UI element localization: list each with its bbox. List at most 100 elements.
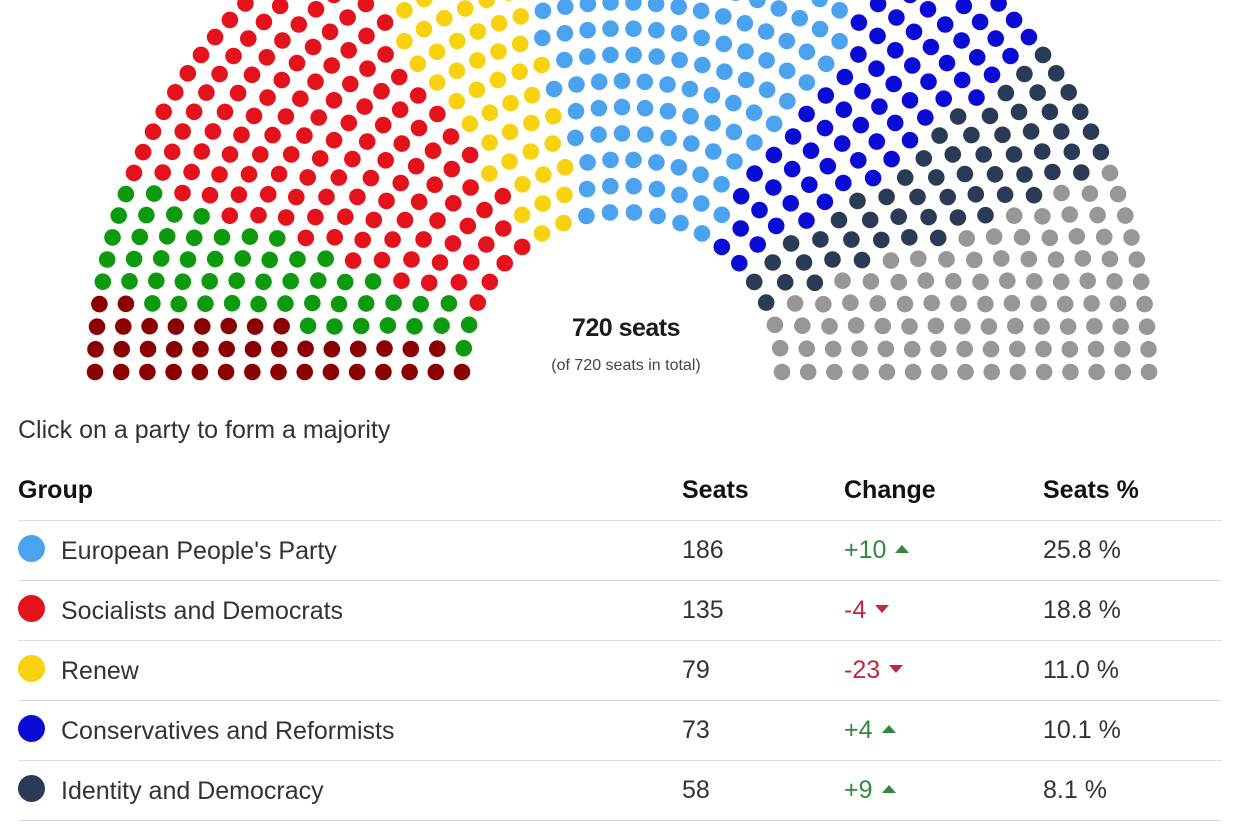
seat-dot xyxy=(1106,273,1123,290)
seat-dot xyxy=(1026,273,1043,290)
seat-dot xyxy=(770,0,788,17)
seat-dot xyxy=(1016,166,1033,183)
seat-dot xyxy=(165,341,183,358)
seat-dot xyxy=(732,187,750,205)
seat-dot xyxy=(1138,318,1156,336)
seat-dot xyxy=(555,214,572,232)
seat-dot xyxy=(983,363,1000,381)
seat-dot xyxy=(1140,341,1157,358)
seat-dot xyxy=(786,295,804,312)
seat-dot xyxy=(342,75,359,93)
seat-dot xyxy=(869,27,886,45)
seat-dot xyxy=(445,195,462,212)
seat-dot xyxy=(141,317,158,335)
change-arrow-icon xyxy=(875,605,890,614)
seat-dot xyxy=(1033,318,1050,335)
seat-dot xyxy=(693,195,710,212)
seat-dot xyxy=(378,192,395,210)
party-row-sd[interactable]: Socialists and Democrats 135 -4 18.8 % xyxy=(18,580,1222,641)
seat-dot xyxy=(1041,229,1059,247)
seat-dot xyxy=(713,238,731,256)
seat-dot xyxy=(403,251,420,268)
seat-dot xyxy=(852,363,869,381)
seat-dot xyxy=(1061,206,1078,223)
seat-dot xyxy=(234,250,251,267)
seat-dot xyxy=(852,116,870,134)
party-seats-percent: 18.8 % xyxy=(1043,580,1222,641)
seat-dot xyxy=(409,55,427,73)
seat-dot xyxy=(237,0,254,12)
party-row-id[interactable]: Identity and Democracy 58 +9 8.1 % xyxy=(18,760,1222,821)
seat-dot xyxy=(339,9,356,26)
seat-dot xyxy=(325,131,343,149)
seat-dot xyxy=(909,188,926,206)
seat-dot xyxy=(376,14,394,31)
seat-dot xyxy=(217,363,235,381)
seat-dot xyxy=(469,294,487,311)
seat-dot xyxy=(392,174,410,192)
party-seats-percent: 11.0 % xyxy=(1043,640,1222,701)
header-change: Change xyxy=(844,460,1043,521)
seat-dot xyxy=(882,252,900,269)
seat-dot xyxy=(250,295,267,313)
seat-dot xyxy=(243,66,261,84)
seat-dot xyxy=(448,62,466,80)
seat-dot xyxy=(854,82,871,100)
seat-dot xyxy=(325,92,343,109)
party-row-epp[interactable]: European People's Party 186 +10 25.8 % xyxy=(18,520,1222,581)
seat-dot xyxy=(681,80,699,98)
seat-dot xyxy=(928,169,945,186)
seat-dot xyxy=(523,86,541,104)
seat-dot xyxy=(613,98,631,116)
seat-dot xyxy=(490,14,508,32)
seat-dot xyxy=(468,81,486,99)
party-row-renew[interactable]: Renew 79 -23 11.0 % xyxy=(18,640,1222,701)
seat-dot xyxy=(198,84,215,101)
seat-dot xyxy=(453,363,471,381)
seat-dot xyxy=(955,0,973,15)
seat-dot xyxy=(816,193,834,211)
seat-dot xyxy=(1112,318,1129,335)
seat-dot xyxy=(757,23,775,40)
seat-dot xyxy=(851,340,868,357)
seat-dot xyxy=(1082,123,1100,140)
header-seats: Seats xyxy=(682,460,844,521)
seat-dot xyxy=(985,228,1003,245)
seat-dot xyxy=(779,92,796,110)
seat-dot xyxy=(901,318,918,335)
seat-dot xyxy=(1060,84,1077,101)
seat-dot xyxy=(167,84,184,101)
seat-dot xyxy=(1002,47,1019,65)
seat-dot xyxy=(806,274,824,292)
seat-dot xyxy=(201,273,218,290)
seat-dot xyxy=(358,133,376,150)
seat-dot xyxy=(317,250,335,267)
seat-dot xyxy=(784,128,802,145)
seat-dot xyxy=(890,208,907,225)
seat-dot xyxy=(307,73,324,90)
seat-dot xyxy=(757,294,775,311)
seat-dot xyxy=(949,209,967,226)
seat-dot xyxy=(1114,340,1131,358)
seat-dot xyxy=(377,46,394,63)
party-color-dot xyxy=(18,535,45,563)
seat-dot xyxy=(94,273,112,291)
seat-dot xyxy=(963,126,980,144)
seat-dot xyxy=(304,294,321,312)
seat-dot xyxy=(953,71,971,89)
seat-dot xyxy=(125,164,143,182)
seat-dot xyxy=(229,84,247,102)
party-row-ecr[interactable]: Conservatives and Reformists 73 +4 10.1 … xyxy=(18,700,1222,761)
seat-dot xyxy=(579,21,596,39)
seat-dot xyxy=(273,317,290,335)
seat-dot xyxy=(478,0,495,9)
seat-dot xyxy=(896,295,914,313)
seat-dot xyxy=(326,229,344,246)
seat-dot xyxy=(349,340,367,358)
party-name: Identity and Democracy xyxy=(61,776,324,805)
seat-dot xyxy=(648,180,666,198)
seat-dot xyxy=(579,154,596,171)
seat-dot xyxy=(923,294,940,312)
seat-dot xyxy=(950,295,967,312)
seat-dot xyxy=(148,272,165,290)
